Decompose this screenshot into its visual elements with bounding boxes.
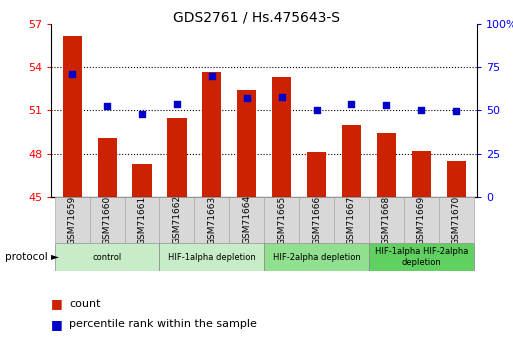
FancyBboxPatch shape xyxy=(264,243,369,271)
Point xyxy=(243,96,251,101)
Point xyxy=(452,108,460,114)
Text: percentile rank within the sample: percentile rank within the sample xyxy=(69,319,257,329)
Bar xyxy=(63,36,82,197)
FancyBboxPatch shape xyxy=(299,197,334,243)
Text: count: count xyxy=(69,299,101,308)
Bar xyxy=(97,138,117,197)
Text: protocol ►: protocol ► xyxy=(5,252,59,262)
Point xyxy=(382,102,390,108)
Text: HIF-1alpha depletion: HIF-1alpha depletion xyxy=(168,253,255,262)
Point xyxy=(278,95,286,100)
FancyBboxPatch shape xyxy=(160,243,264,271)
Bar xyxy=(132,164,152,197)
Point xyxy=(173,101,181,106)
FancyBboxPatch shape xyxy=(439,197,473,243)
FancyBboxPatch shape xyxy=(55,197,90,243)
Text: HIF-2alpha depletion: HIF-2alpha depletion xyxy=(273,253,361,262)
Text: ■: ■ xyxy=(51,297,63,310)
Text: GDS2761 / Hs.475643-S: GDS2761 / Hs.475643-S xyxy=(173,10,340,24)
Text: ■: ■ xyxy=(51,318,63,331)
Point xyxy=(68,71,76,77)
Point xyxy=(208,73,216,79)
FancyBboxPatch shape xyxy=(229,197,264,243)
Bar xyxy=(202,71,222,197)
Point xyxy=(312,107,321,112)
FancyBboxPatch shape xyxy=(369,197,404,243)
FancyBboxPatch shape xyxy=(125,197,160,243)
Text: control: control xyxy=(92,253,122,262)
Bar xyxy=(411,151,431,197)
FancyBboxPatch shape xyxy=(334,197,369,243)
Point xyxy=(347,101,356,107)
Bar xyxy=(272,77,291,197)
FancyBboxPatch shape xyxy=(160,197,194,243)
Text: GSM71670: GSM71670 xyxy=(451,195,461,245)
FancyBboxPatch shape xyxy=(55,243,160,271)
Bar xyxy=(342,125,361,197)
FancyBboxPatch shape xyxy=(194,197,229,243)
Text: GSM71663: GSM71663 xyxy=(207,195,216,245)
Point xyxy=(417,108,425,113)
Text: GSM71661: GSM71661 xyxy=(137,195,147,245)
Text: GSM71664: GSM71664 xyxy=(242,195,251,245)
Bar xyxy=(237,90,256,197)
Point xyxy=(138,111,146,117)
Text: GSM71660: GSM71660 xyxy=(103,195,112,245)
Bar xyxy=(446,161,466,197)
Text: GSM71665: GSM71665 xyxy=(277,195,286,245)
FancyBboxPatch shape xyxy=(369,243,473,271)
Text: GSM71668: GSM71668 xyxy=(382,195,391,245)
FancyBboxPatch shape xyxy=(90,197,125,243)
FancyBboxPatch shape xyxy=(264,197,299,243)
Bar xyxy=(377,134,396,197)
Text: HIF-1alpha HIF-2alpha
depletion: HIF-1alpha HIF-2alpha depletion xyxy=(374,247,468,267)
Text: GSM71659: GSM71659 xyxy=(68,195,77,245)
Text: GSM71667: GSM71667 xyxy=(347,195,356,245)
Bar xyxy=(167,118,187,197)
Bar xyxy=(307,152,326,197)
Text: GSM71662: GSM71662 xyxy=(172,195,182,245)
Text: GSM71666: GSM71666 xyxy=(312,195,321,245)
Text: GSM71669: GSM71669 xyxy=(417,195,426,245)
Point xyxy=(103,104,111,109)
FancyBboxPatch shape xyxy=(404,197,439,243)
